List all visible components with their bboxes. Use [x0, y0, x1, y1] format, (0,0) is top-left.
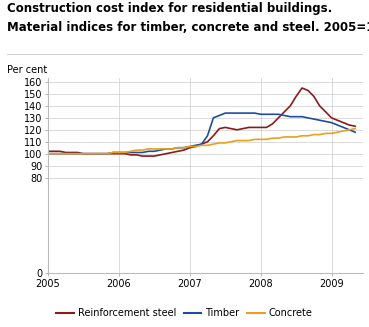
- Concrete: [46, 152, 50, 156]
- Reinforcement steel: [252, 126, 257, 129]
- Timber: [288, 115, 293, 119]
- Concrete: [229, 140, 233, 144]
- Concrete: [241, 139, 245, 143]
- Line: Reinforcement steel: Reinforcement steel: [48, 88, 355, 156]
- Line: Timber: Timber: [48, 113, 355, 154]
- Concrete: [317, 133, 322, 137]
- Timber: [324, 119, 328, 123]
- Text: Material indices for timber, concrete and steel. 2005=100: Material indices for timber, concrete an…: [7, 21, 369, 34]
- Timber: [235, 111, 239, 115]
- Reinforcement steel: [46, 149, 50, 153]
- Timber: [353, 130, 358, 134]
- Reinforcement steel: [140, 154, 145, 158]
- Timber: [223, 111, 227, 115]
- Concrete: [282, 135, 286, 139]
- Timber: [128, 150, 133, 154]
- Reinforcement steel: [246, 126, 251, 129]
- Legend: Reinforcement steel, Timber, Concrete: Reinforcement steel, Timber, Concrete: [52, 304, 317, 322]
- Concrete: [353, 127, 358, 130]
- Timber: [229, 111, 233, 115]
- Reinforcement steel: [353, 124, 358, 128]
- Reinforcement steel: [300, 86, 304, 90]
- Reinforcement steel: [128, 153, 133, 157]
- Timber: [246, 111, 251, 115]
- Text: Construction cost index for residential buildings.: Construction cost index for residential …: [7, 2, 332, 15]
- Concrete: [223, 141, 227, 145]
- Reinforcement steel: [229, 127, 233, 130]
- Reinforcement steel: [288, 104, 293, 108]
- Timber: [46, 152, 50, 156]
- Line: Concrete: Concrete: [48, 129, 355, 154]
- Concrete: [128, 149, 133, 153]
- Reinforcement steel: [235, 128, 239, 132]
- Text: Per cent: Per cent: [7, 65, 48, 76]
